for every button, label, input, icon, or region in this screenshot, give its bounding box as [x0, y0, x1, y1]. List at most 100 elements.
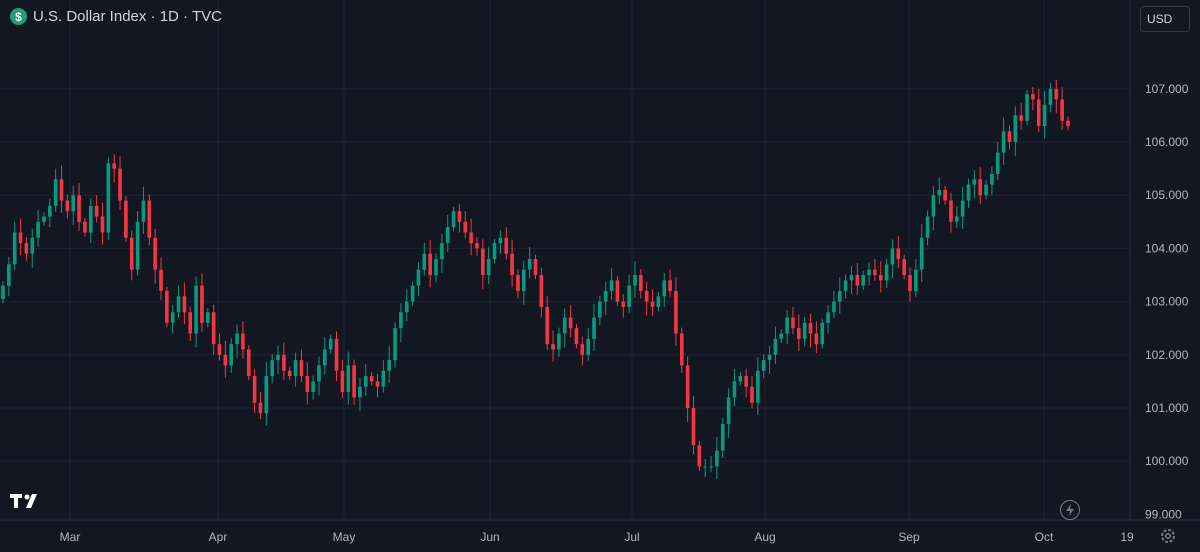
- candle-body: [182, 296, 187, 313]
- candle-body: [943, 189, 947, 201]
- candle-body: [1066, 120, 1070, 127]
- candle-body: [966, 184, 971, 201]
- y-tick-label: 100.000: [1145, 454, 1189, 468]
- candle: [615, 276, 620, 306]
- candle: [715, 436, 719, 479]
- price-axis[interactable]: 107.000 106.000 105.000 104.000 103.000 102.0…: [1145, 82, 1189, 522]
- candle-body: [568, 317, 573, 329]
- candle: [785, 310, 789, 345]
- candle: [849, 265, 854, 295]
- candle: [129, 230, 134, 281]
- candle-body: [685, 365, 690, 408]
- x-tick-label: Apr: [209, 530, 228, 544]
- candle-body: [252, 376, 257, 403]
- candle: [422, 243, 427, 276]
- candle: [949, 193, 953, 233]
- candle-body: [826, 312, 830, 323]
- candle-body: [282, 354, 286, 371]
- candle: [246, 345, 251, 381]
- candle: [24, 237, 29, 262]
- candle-body: [463, 221, 468, 233]
- candle-body: [808, 322, 813, 334]
- candle-body: [615, 280, 620, 302]
- candle: [633, 261, 637, 298]
- candle-body: [445, 227, 450, 244]
- candle-body: [960, 200, 965, 217]
- candle: [955, 205, 959, 228]
- candle: [165, 286, 169, 328]
- candle-body: [352, 365, 356, 398]
- candle-body: [59, 179, 64, 201]
- tradingview-logo-icon[interactable]: [10, 492, 42, 517]
- candle-body: [791, 317, 795, 329]
- candle: [861, 270, 866, 290]
- candle-body: [246, 349, 251, 377]
- y-tick-label: 106.000: [1145, 135, 1189, 149]
- candle: [568, 305, 573, 338]
- candle-body: [674, 290, 678, 334]
- candle: [873, 259, 877, 281]
- candle: [317, 356, 321, 396]
- candle-body: [931, 195, 936, 217]
- time-axis[interactable]: Mar Apr May Jun Jul Aug Sep Oct 19: [60, 530, 1134, 544]
- candle-body: [914, 269, 918, 291]
- candle-body: [328, 338, 333, 350]
- candle: [580, 336, 585, 366]
- candle-body: [77, 195, 81, 222]
- candle-body: [750, 386, 754, 403]
- candle: [112, 154, 116, 183]
- candle-body: [170, 312, 175, 323]
- candle: [1019, 103, 1024, 130]
- candle: [334, 331, 339, 382]
- candle: [797, 314, 801, 352]
- candle-body: [656, 296, 661, 307]
- candle: [516, 269, 520, 299]
- candle-body: [112, 163, 116, 169]
- candle-body: [773, 338, 778, 355]
- candle: [311, 375, 315, 400]
- candle: [42, 212, 46, 227]
- candle-body: [867, 269, 871, 275]
- candle-body: [504, 237, 509, 254]
- currency-button[interactable]: USD: [1140, 6, 1190, 32]
- candle: [656, 292, 661, 312]
- y-tick-label: 104.000: [1145, 241, 1189, 255]
- candle-body: [557, 333, 561, 350]
- candle-body: [293, 360, 298, 377]
- candle-body: [832, 301, 836, 313]
- symbol-header[interactable]: $ U.S. Dollar Index · 1D · TVC: [10, 8, 222, 25]
- candle-body: [639, 275, 643, 291]
- x-tick-label: May: [333, 530, 356, 544]
- candle: [674, 277, 678, 346]
- candle: [726, 388, 731, 438]
- candle: [972, 170, 977, 199]
- candle: [510, 239, 514, 288]
- candle-body: [738, 376, 743, 382]
- candle-body: [990, 173, 994, 185]
- candle-body: [1019, 115, 1024, 121]
- candle: [1054, 79, 1059, 114]
- candle: [428, 239, 432, 288]
- x-tick-label: 19: [1120, 530, 1134, 544]
- candle: [750, 376, 754, 409]
- lightning-icon[interactable]: [1060, 500, 1080, 520]
- candle: [124, 196, 128, 243]
- candle: [914, 259, 918, 297]
- candle: [539, 267, 544, 318]
- gear-icon[interactable]: [1159, 527, 1177, 545]
- candle: [592, 303, 596, 352]
- candle-body: [369, 376, 374, 382]
- candle-body: [481, 248, 485, 275]
- candle-body: [756, 370, 760, 403]
- candle-body: [896, 248, 901, 260]
- y-tick-label: 101.000: [1145, 401, 1189, 415]
- candle-body: [53, 179, 58, 206]
- candle-body: [188, 312, 193, 334]
- candle: [814, 321, 819, 354]
- candle-body: [124, 200, 128, 238]
- candle: [287, 366, 292, 381]
- candle: [978, 167, 983, 205]
- candle: [621, 294, 626, 318]
- candle-body: [861, 275, 866, 286]
